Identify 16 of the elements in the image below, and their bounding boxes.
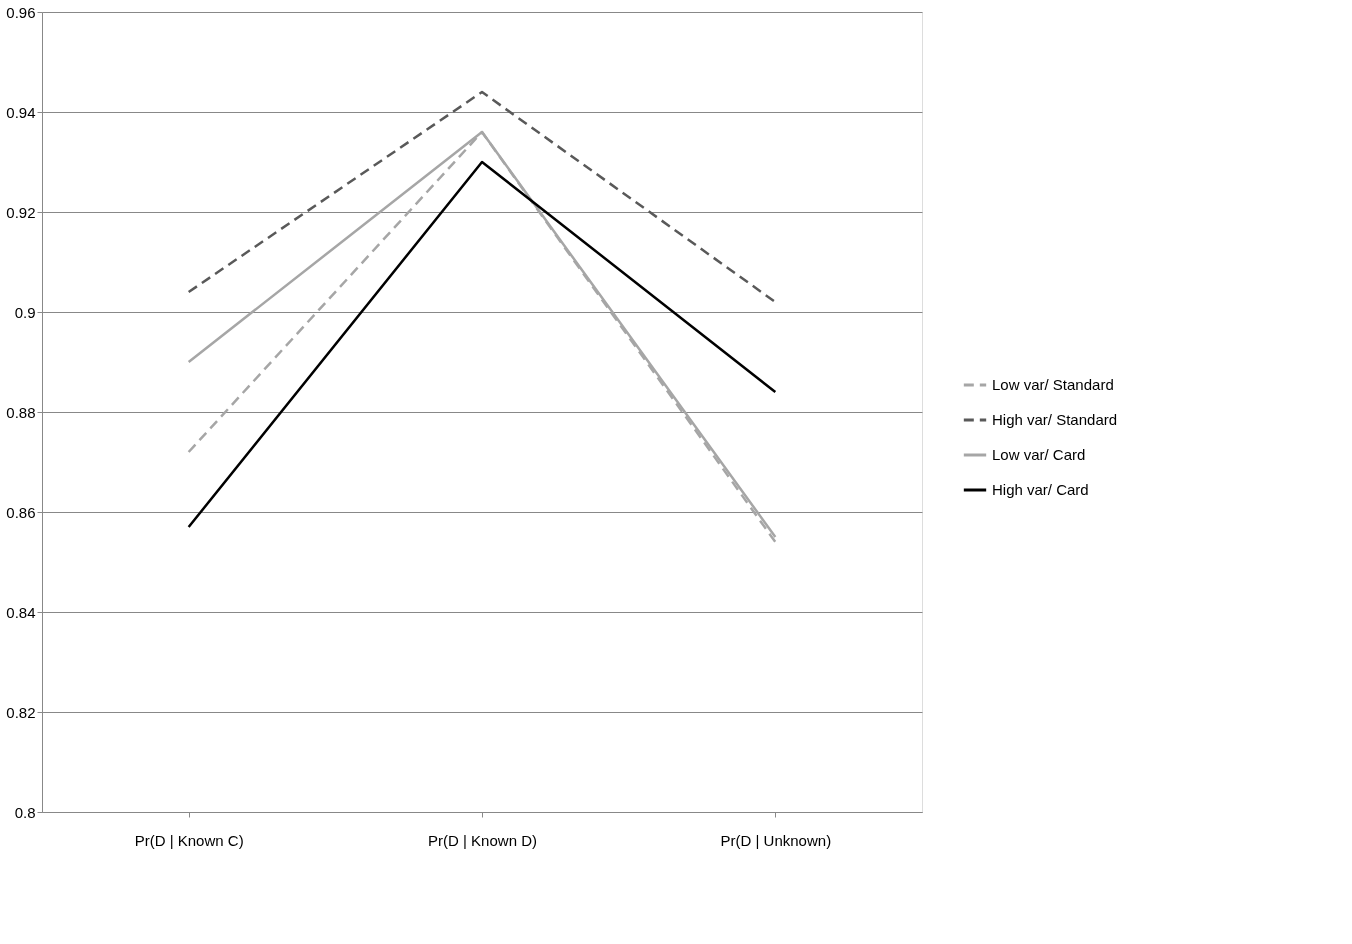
x-tick-label: Pr(D | Unknown) [720,831,832,849]
y-tick-label: 0.88 [6,403,36,421]
y-tick-label: 0.84 [6,603,36,621]
y-tick-label: 0.82 [6,703,36,721]
y-tick-label: 0.86 [6,503,36,521]
y-tick-label: 0.8 [14,803,36,821]
legend-label: High var/ Standard [992,411,1118,428]
y-tick-label: 0.96 [6,3,36,21]
y-tick-label: 0.9 [14,303,36,321]
x-tick-label: Pr(D | Known C) [134,831,244,849]
x-tick-label: Pr(D | Known D) [428,831,537,849]
legend-label: Low var/ Card [992,446,1086,463]
legend-label: High var/ Card [992,481,1089,498]
y-tick-label: 0.94 [6,103,36,121]
y-tick-label: 0.92 [6,203,36,221]
legend-label: Low var/ Standard [992,376,1114,393]
